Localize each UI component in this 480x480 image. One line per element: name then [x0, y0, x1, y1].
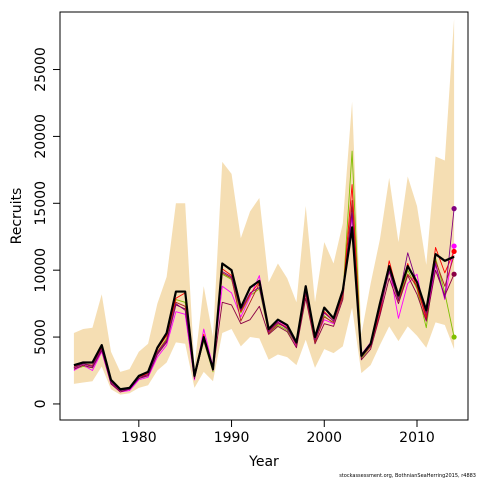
y-tick-label: 25000: [33, 47, 49, 92]
series-line-1: [73, 226, 455, 391]
y-tick-label: 15000: [33, 181, 49, 226]
y-tick-label: 20000: [33, 114, 49, 159]
series-layer: [73, 150, 455, 393]
end-markers-layer: [451, 206, 457, 340]
y-axis: 0 5000 10000 15000 20000 25000: [33, 47, 61, 408]
series-end-point-5: [451, 271, 457, 277]
series-end-point-3: [451, 243, 457, 249]
confidence-band: [73, 18, 455, 395]
y-axis-title: Recruits: [9, 188, 25, 245]
x-axis: 1980 1990 2000 2010: [121, 419, 435, 446]
x-tick-label: 1980: [121, 430, 157, 446]
confidence-band-layer: [73, 18, 455, 395]
caption: stockassessment.org, BothnianSeaHerring2…: [339, 473, 476, 479]
series-end-point-4: [451, 248, 457, 255]
x-tick-label: 2010: [399, 430, 435, 446]
y-tick-label: 10000: [33, 248, 49, 293]
y-tick-label: 5000: [33, 319, 49, 355]
y-tick-label: 0: [33, 399, 49, 408]
x-tick-label: 1990: [214, 430, 250, 446]
series-end-point-2: [451, 334, 457, 340]
x-axis-title: Year: [248, 454, 279, 470]
series-end-point-7: [451, 206, 457, 212]
x-tick-label: 2000: [306, 430, 342, 446]
